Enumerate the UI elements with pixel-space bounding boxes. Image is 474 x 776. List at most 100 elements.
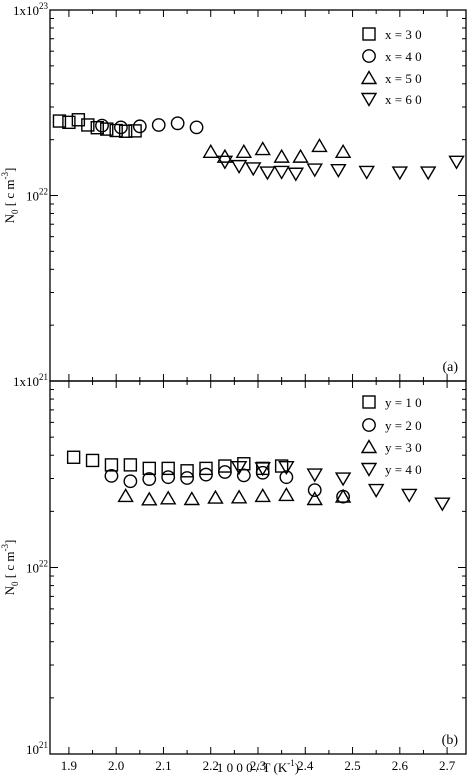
panel-label: (a) — [442, 360, 458, 375]
data-point — [52, 114, 67, 128]
data-point — [230, 159, 248, 175]
data-point — [151, 118, 166, 132]
data-point — [123, 474, 138, 489]
y-tick-label-exp: 23 — [39, 1, 49, 11]
legend-marker — [362, 49, 376, 63]
data-point — [230, 489, 248, 504]
series-square — [66, 450, 289, 478]
legend-marker — [360, 92, 378, 107]
legend-label: y = 4 0 — [385, 462, 422, 477]
x-tick-label: 2.0 — [108, 758, 124, 773]
data-point — [273, 165, 290, 180]
data-point — [180, 464, 194, 478]
data-point — [104, 458, 119, 472]
y-tick-label-base: 10 — [26, 561, 39, 576]
data-point — [434, 497, 451, 512]
y-label-sub: 0 — [10, 581, 20, 586]
legend-label: y = 3 0 — [385, 440, 422, 455]
legend-marker — [360, 70, 378, 85]
x-tick-label: 2.2 — [203, 758, 219, 773]
y-tick-label-exp: 22 — [39, 187, 48, 197]
y-label-sup: -3 — [0, 171, 10, 179]
x-tick-label: 2.7 — [439, 758, 456, 773]
y-label-close: ] — [2, 540, 17, 544]
series-circle — [104, 465, 350, 504]
x-tick-label: 2.6 — [392, 758, 409, 773]
y-tick-label-exp: 21 — [39, 372, 48, 382]
legend-label: x = 3 0 — [385, 27, 422, 42]
x-tick-label: 1.9 — [61, 758, 77, 773]
data-point — [307, 483, 322, 498]
data-point — [287, 167, 305, 182]
data-point — [334, 472, 352, 487]
legend-marker — [362, 27, 376, 41]
y-label-unit: [ c m — [2, 551, 17, 581]
data-point — [109, 123, 123, 138]
panel-label: (b) — [442, 733, 459, 748]
data-point — [235, 143, 253, 159]
data-point — [259, 166, 276, 181]
data-point — [448, 155, 465, 170]
legend-label: x = 6 0 — [385, 92, 422, 107]
data-point — [141, 491, 158, 506]
data-point — [278, 460, 295, 476]
data-point — [358, 165, 375, 180]
y-tick-label-exp: 22 — [39, 559, 48, 569]
data-point — [132, 119, 147, 134]
plot-frame-a — [49, 9, 467, 382]
series-triangle-down — [230, 460, 451, 512]
series-square — [52, 113, 142, 138]
data-point — [236, 468, 251, 483]
data-point — [207, 489, 224, 504]
x-axis-ticks — [68, 381, 448, 754]
data-point — [306, 163, 323, 178]
x-axis-label: 1 0 0 0 / T (K-1) — [217, 758, 299, 775]
legend-label: x = 5 0 — [385, 71, 422, 86]
x-tick-label: 2.3 — [250, 758, 266, 773]
y-label-close: ] — [2, 168, 17, 172]
data-point — [330, 163, 347, 179]
data-point — [401, 488, 418, 503]
data-point — [334, 488, 352, 503]
data-point — [237, 457, 251, 471]
y-label-sub: 0 — [10, 209, 20, 214]
data-point — [123, 458, 138, 472]
y-axis-label: N0 [ c m-3] — [0, 168, 20, 224]
y-tick-label-base: 1x10 — [13, 374, 39, 389]
data-point — [334, 143, 352, 159]
data-point — [218, 459, 232, 473]
x-tick-label: 2.4 — [297, 758, 314, 773]
data-point — [292, 148, 309, 163]
data-point — [189, 120, 204, 135]
data-point — [104, 468, 119, 483]
data-point — [199, 467, 213, 482]
y-tick-label: 1x1023 — [13, 1, 49, 18]
y-tick-label: 1022 — [26, 187, 48, 204]
data-point — [367, 483, 385, 498]
data-point — [273, 148, 290, 163]
y-axis-ticks — [50, 380, 466, 755]
data-point — [311, 138, 328, 153]
data-point — [66, 450, 81, 464]
data-point — [117, 488, 134, 503]
data-point — [255, 465, 270, 480]
y-tick-label: 1021 — [26, 740, 48, 757]
data-point — [254, 462, 271, 477]
data-point — [183, 491, 201, 506]
legend-label: y = 1 0 — [385, 395, 422, 410]
legend-marker — [360, 439, 378, 454]
y-tick-label-base: 10 — [26, 189, 39, 204]
data-point — [391, 166, 409, 181]
data-point — [95, 118, 109, 133]
y-tick-label-base: 10 — [26, 742, 39, 757]
x-label-main: 1 0 0 0 / T (K — [217, 760, 288, 775]
series-triangle-up — [202, 138, 352, 163]
y-tick-label: 1x1021 — [13, 372, 48, 389]
y-label-n: N — [2, 213, 17, 223]
x-tick-label: 2.1 — [155, 758, 171, 773]
y-axis-label: N0 [ c m-3] — [0, 540, 20, 596]
data-point — [279, 470, 294, 485]
y-tick-label-base: 1x10 — [13, 3, 39, 18]
legend-label: y = 2 0 — [385, 418, 422, 433]
